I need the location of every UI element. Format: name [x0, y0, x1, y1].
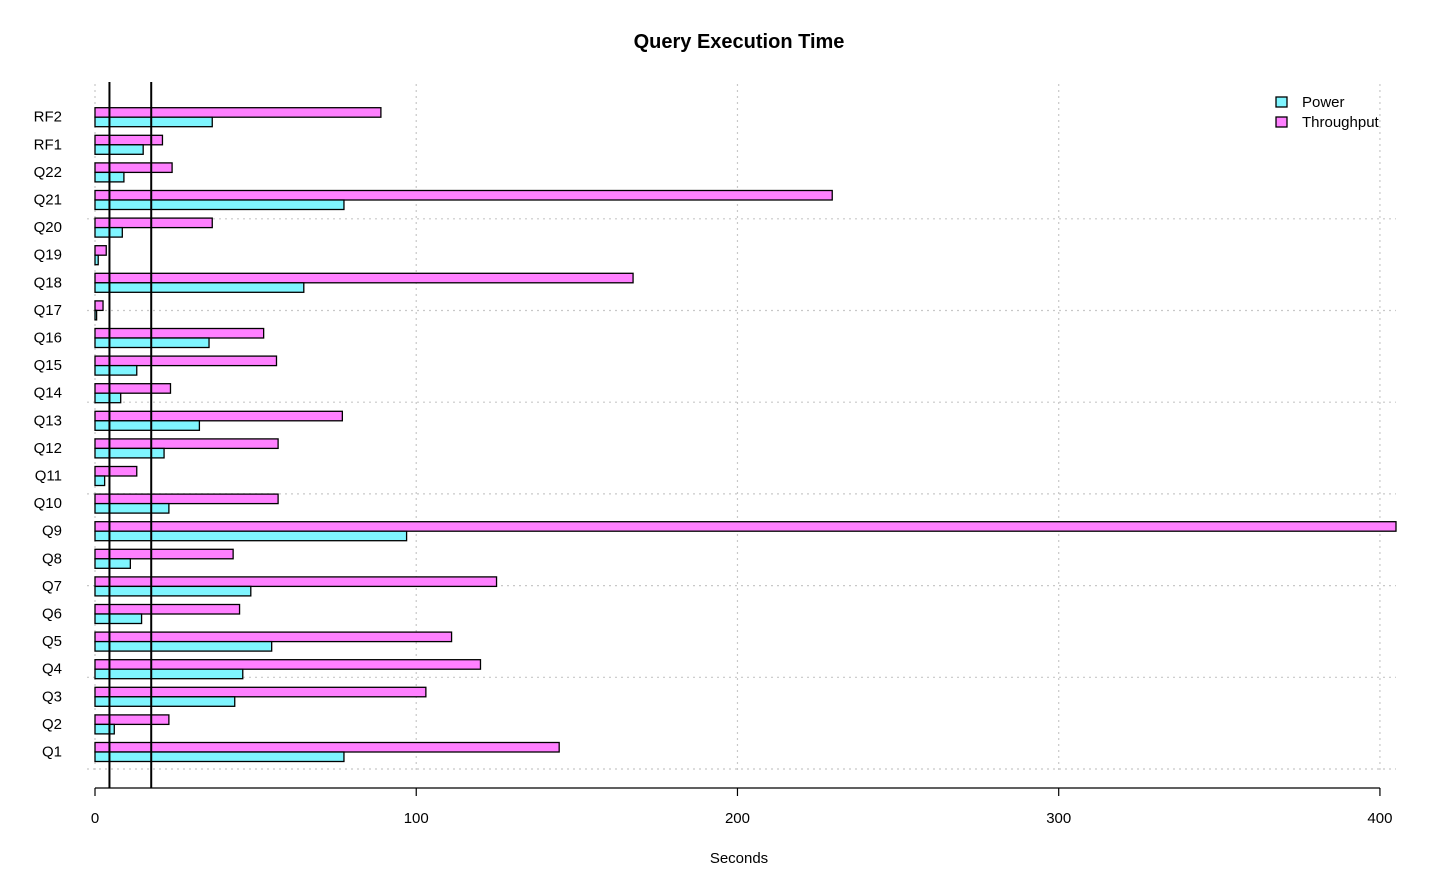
bar-power-rf2: [94, 116, 213, 128]
legend-swatch-power: [1275, 96, 1288, 108]
category-label-q16: Q16: [34, 330, 62, 347]
category-label-rf1: RF1: [34, 136, 62, 153]
legend-swatch-throughput: [1275, 116, 1288, 128]
category-label-q4: Q4: [42, 661, 62, 678]
bar-power-q19: [94, 254, 99, 266]
category-label-q9: Q9: [42, 523, 62, 540]
category-label-q10: Q10: [34, 495, 62, 512]
bar-throughput-q16: [94, 327, 265, 339]
x-tick-label-300: 300: [1046, 810, 1071, 827]
x-tick-label-100: 100: [404, 810, 429, 827]
bar-power-q18: [94, 282, 305, 293]
category-label-q7: Q7: [42, 578, 62, 595]
bar-power-q21: [94, 199, 345, 211]
bar-throughput-q13: [94, 410, 344, 422]
bar-throughput-rf1: [94, 134, 164, 146]
legend: Power Throughput: [1275, 94, 1380, 131]
bar-power-q13: [94, 420, 201, 431]
bar-power-q5: [94, 640, 273, 652]
bars: [94, 107, 1397, 763]
bar-power-q12: [94, 447, 165, 459]
bar-power-q2: [94, 723, 115, 735]
bar-power-q17: [94, 309, 98, 321]
bar-throughput-q17: [94, 300, 104, 312]
bar-throughput-q21: [94, 189, 833, 201]
category-label-q6: Q6: [42, 606, 62, 623]
category-label-q15: Q15: [34, 357, 62, 374]
bar-throughput-q18: [94, 272, 634, 284]
bar-power-q1: [94, 751, 345, 763]
bar-power-q7: [94, 585, 252, 597]
category-label-q13: Q13: [34, 412, 62, 429]
category-label-q14: Q14: [34, 385, 62, 402]
category-label-q18: Q18: [34, 274, 62, 291]
category-label-q12: Q12: [34, 440, 62, 457]
bar-power-q3: [94, 696, 236, 707]
category-labels: Q1 Q2 Q3 Q4 Q5 Q6 Q7 Q8 Q9 Q10 Q11 Q12 Q13 Q14 Q15 Q16 Q…: [34, 109, 62, 761]
category-label-q2: Q2: [42, 716, 62, 733]
legend-label-throughput: Throughput: [1302, 114, 1380, 131]
bar-throughput-q19: [94, 245, 107, 256]
bar-power-q14: [94, 392, 122, 404]
bar-power-rf1: [94, 144, 144, 155]
bar-throughput-q15: [94, 355, 278, 367]
category-label-rf2: RF2: [34, 109, 62, 126]
category-label-q11: Q11: [35, 468, 62, 485]
x-axis: 0 100 200 300 400: [91, 787, 1392, 827]
bar-power-q4: [94, 668, 244, 680]
bar-throughput-q11: [94, 465, 138, 477]
bar-throughput-q7: [94, 576, 498, 588]
category-label-q19: Q19: [34, 247, 62, 264]
x-axis-label: Seconds: [710, 850, 768, 867]
category-label-q22: Q22: [34, 164, 62, 181]
chart-title: Query Execution Time: [634, 31, 845, 53]
bar-throughput-q20: [94, 217, 213, 229]
bar-power-q15: [94, 364, 138, 376]
x-tick-label-400: 400: [1367, 810, 1392, 827]
bar-throughput-q5: [94, 631, 453, 643]
bar-throughput-q6: [94, 603, 241, 615]
bar-power-q9: [94, 530, 408, 542]
bar-throughput-q9: [94, 521, 1397, 532]
bar-power-q6: [94, 613, 143, 625]
bar-throughput-q8: [94, 548, 234, 560]
category-label-q8: Q8: [42, 550, 62, 567]
legend-label-power: Power: [1302, 94, 1345, 111]
reference-lines: [108, 82, 153, 788]
bar-power-q8: [94, 558, 131, 569]
bar-throughput-q1: [94, 741, 560, 753]
bar-throughput-q22: [94, 162, 173, 174]
bar-throughput-rf2: [94, 107, 382, 118]
bar-throughput-q4: [94, 659, 482, 670]
bar-throughput-q2: [94, 714, 170, 726]
category-label-q20: Q20: [34, 219, 62, 236]
bar-throughput-q3: [94, 686, 427, 698]
category-label-q3: Q3: [42, 688, 62, 705]
category-label-q5: Q5: [42, 633, 62, 650]
bar-throughput-q10: [94, 493, 279, 505]
category-label-q1: Q1: [42, 744, 62, 761]
bar-power-q11: [94, 475, 106, 487]
category-label-q17: Q17: [34, 302, 62, 319]
category-label-q21: Q21: [34, 192, 62, 209]
bar-throughput-q14: [94, 383, 172, 394]
x-tick-label-200: 200: [725, 810, 750, 827]
bar-power-q10: [94, 502, 170, 514]
bar-throughput-q12: [94, 438, 279, 450]
x-tick-label-0: 0: [91, 810, 99, 827]
